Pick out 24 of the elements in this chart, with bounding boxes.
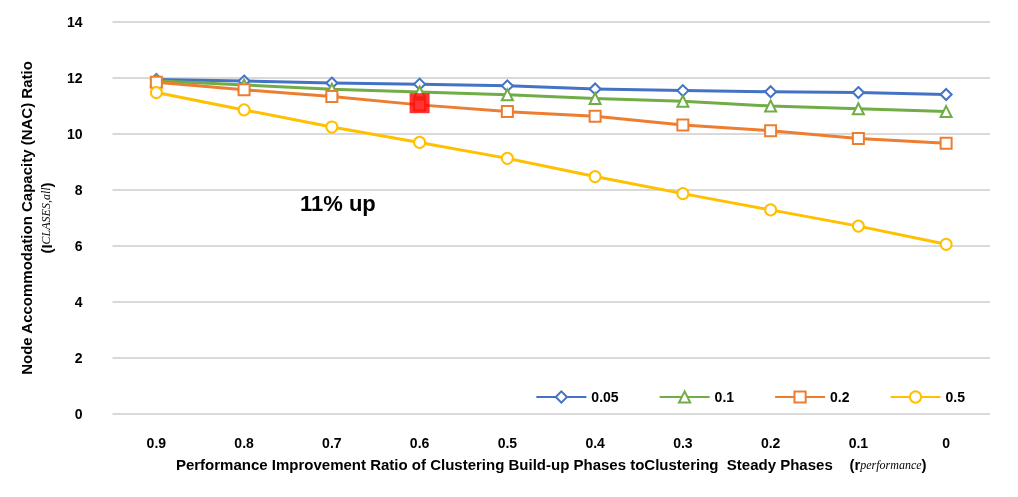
x-tick-label: 0.8 <box>234 435 255 451</box>
x-tick-label: 0.9 <box>146 435 167 451</box>
annotation: 11% up <box>300 190 376 216</box>
x-tick-label: 0.7 <box>322 435 342 451</box>
y-tick-label: 10 <box>66 126 83 142</box>
y-tick-label: 12 <box>66 70 83 86</box>
y-tick-label: 0 <box>74 406 83 422</box>
x-tick-label: 0.6 <box>409 435 430 451</box>
x-axis-title: Performance Improvement Ratio of Clustering Build-up Phases toClustering Steady Phases (rperformance) <box>175 456 927 473</box>
x-tick-label: 0.3 <box>673 435 693 451</box>
y-tick-label: 6 <box>74 238 83 254</box>
y-tick-label: 14 <box>66 14 83 30</box>
y-tick-label: 4 <box>74 294 83 310</box>
legend-label: 0.05 <box>591 389 619 405</box>
x-tick-label: 0.1 <box>848 435 869 451</box>
x-tick-label: 0 <box>942 435 951 451</box>
legend-label: 0.1 <box>714 389 735 405</box>
y-tick-label: 2 <box>74 350 83 366</box>
legend-label: 0.5 <box>945 389 966 405</box>
legend-label: 0.2 <box>830 389 850 405</box>
x-tick-label: 0.5 <box>497 435 518 451</box>
y-tick-label: 8 <box>74 182 83 198</box>
x-tick-label: 0.4 <box>585 435 606 451</box>
x-tick-label: 0.2 <box>760 435 781 451</box>
